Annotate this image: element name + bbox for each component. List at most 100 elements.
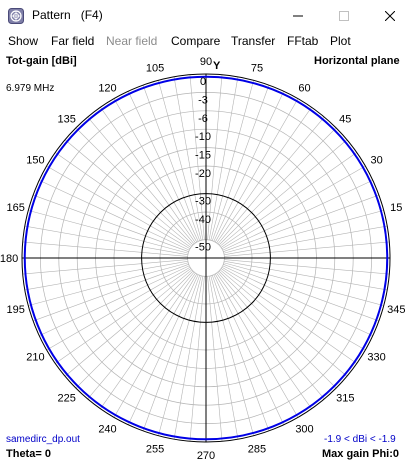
grid-spoke <box>22 259 188 275</box>
angle-tick-label: 180 <box>0 253 18 265</box>
title-bar[interactable]: Pattern (F4) <box>0 0 413 32</box>
menu-transfer[interactable]: Transfer <box>231 34 276 48</box>
grid-spoke <box>214 273 299 418</box>
grid-spoke <box>55 268 192 364</box>
file-name-label: samedirc_dp.out <box>6 434 80 445</box>
angle-tick-label: 300 <box>295 424 313 436</box>
radial-tick-label: -3 <box>198 94 208 106</box>
angle-tick-label: 315 <box>336 392 354 404</box>
grid-spoke <box>224 241 390 257</box>
grid-spoke <box>216 107 312 244</box>
grid-spoke <box>39 179 190 251</box>
grid-spoke <box>87 271 195 400</box>
y-axis-label: Y <box>213 60 221 72</box>
menu-fftab[interactable]: FFtab <box>287 34 319 48</box>
angle-tick-label: 225 <box>58 392 76 404</box>
angle-tick-label: 270 <box>197 450 215 462</box>
menu-plot[interactable]: Plot <box>330 34 351 48</box>
grid-spoke <box>75 270 194 389</box>
grid-spoke <box>32 264 189 322</box>
grid-spoke <box>46 266 191 351</box>
grid-spoke <box>100 272 196 409</box>
grid-spoke <box>158 275 202 436</box>
menu-far-field[interactable]: Far field <box>51 34 95 48</box>
angle-tick-label: 345 <box>387 304 405 316</box>
grid-spoke <box>223 264 380 322</box>
grid-spoke <box>55 152 192 248</box>
theta-label: Theta= 0 <box>6 448 51 460</box>
grid-spoke <box>217 271 325 400</box>
maximize-icon <box>339 11 349 21</box>
grid-spoke <box>113 273 198 418</box>
grid-spoke <box>219 139 348 247</box>
grid-spoke <box>222 179 373 251</box>
radial-tick-label: -40 <box>195 214 211 226</box>
plot-plane-label: Horizontal plane <box>314 55 400 67</box>
angle-tick-label: 120 <box>98 82 116 94</box>
grid-spoke <box>223 262 384 306</box>
close-icon <box>385 11 395 21</box>
grid-spoke <box>28 262 189 306</box>
minimize-button[interactable] <box>275 0 321 32</box>
grid-spoke <box>216 272 312 409</box>
grid-spoke <box>213 91 285 242</box>
grid-spoke <box>189 276 205 442</box>
angle-tick-label: 195 <box>7 304 25 316</box>
menu-bar: Show Far field Near field Compare Transf… <box>0 32 413 52</box>
grid-spoke <box>223 194 380 252</box>
grid-spoke <box>127 91 199 242</box>
radial-tick-label: -10 <box>195 131 211 143</box>
radial-tick-label: 0 <box>200 76 206 88</box>
grid-spoke <box>213 274 285 425</box>
minimize-icon <box>293 15 303 17</box>
grid-spoke <box>46 165 191 250</box>
grid-spoke <box>224 259 390 275</box>
grid-spoke <box>223 210 384 254</box>
angle-tick-label: 45 <box>339 114 351 126</box>
plot-area[interactable]: Tot-gain [dBi] Horizontal plane 6.979 MH… <box>0 52 413 463</box>
angle-tick-label: 15 <box>390 202 402 214</box>
pattern-trace <box>23 75 389 441</box>
angle-tick-label: 285 <box>248 443 266 455</box>
angle-tick-label: 150 <box>26 155 44 167</box>
window-title: Pattern (F4) <box>32 8 103 22</box>
radial-tick-label: -6 <box>198 113 208 125</box>
grid-spoke <box>222 265 373 337</box>
max-gain-label: Max gain Phi:0 <box>322 448 400 460</box>
grid-spoke <box>220 152 357 248</box>
grid-spoke <box>113 98 198 243</box>
grid-spoke <box>212 84 270 241</box>
gain-range-label: -1.9 < dBi < -1.9 <box>324 434 396 445</box>
grid-spoke <box>100 107 196 244</box>
angle-tick-label: 105 <box>146 63 164 75</box>
angle-tick-label: 30 <box>370 155 382 167</box>
close-button[interactable] <box>367 0 413 32</box>
frequency-label: 6.979 MHz <box>6 83 55 94</box>
angle-tick-label: 90 <box>200 56 212 68</box>
grid-spoke <box>217 116 325 245</box>
grid-spoke <box>75 127 194 246</box>
grid-spoke <box>221 165 366 250</box>
grid-spoke <box>219 269 348 377</box>
grid-spoke <box>218 127 337 246</box>
angle-tick-label: 210 <box>26 352 44 364</box>
grid-spoke <box>39 265 190 337</box>
menu-near-field[interactable]: Near field <box>106 34 158 48</box>
radial-tick-label: -50 <box>195 242 211 254</box>
angle-tick-label: 75 <box>251 63 263 75</box>
pattern-app-icon <box>8 8 24 24</box>
grid-spoke <box>210 80 254 241</box>
grid-spoke <box>210 275 254 436</box>
grid-spoke <box>32 194 189 252</box>
radial-tick-label: -15 <box>195 150 211 162</box>
grid-spoke <box>218 270 337 389</box>
polar-pattern-chart: 15 30 45 60 75 90 105 120 135 150 165 180 195 210 225 2… <box>0 56 405 462</box>
maximize-button[interactable] <box>321 0 367 32</box>
grid-spoke <box>64 269 193 377</box>
angle-tick-label: 135 <box>58 114 76 126</box>
grid-spoke <box>142 84 200 241</box>
angle-tick-label: 255 <box>146 443 164 455</box>
grid-spoke <box>214 98 299 243</box>
menu-show[interactable]: Show <box>8 34 39 48</box>
menu-compare[interactable]: Compare <box>171 34 221 48</box>
